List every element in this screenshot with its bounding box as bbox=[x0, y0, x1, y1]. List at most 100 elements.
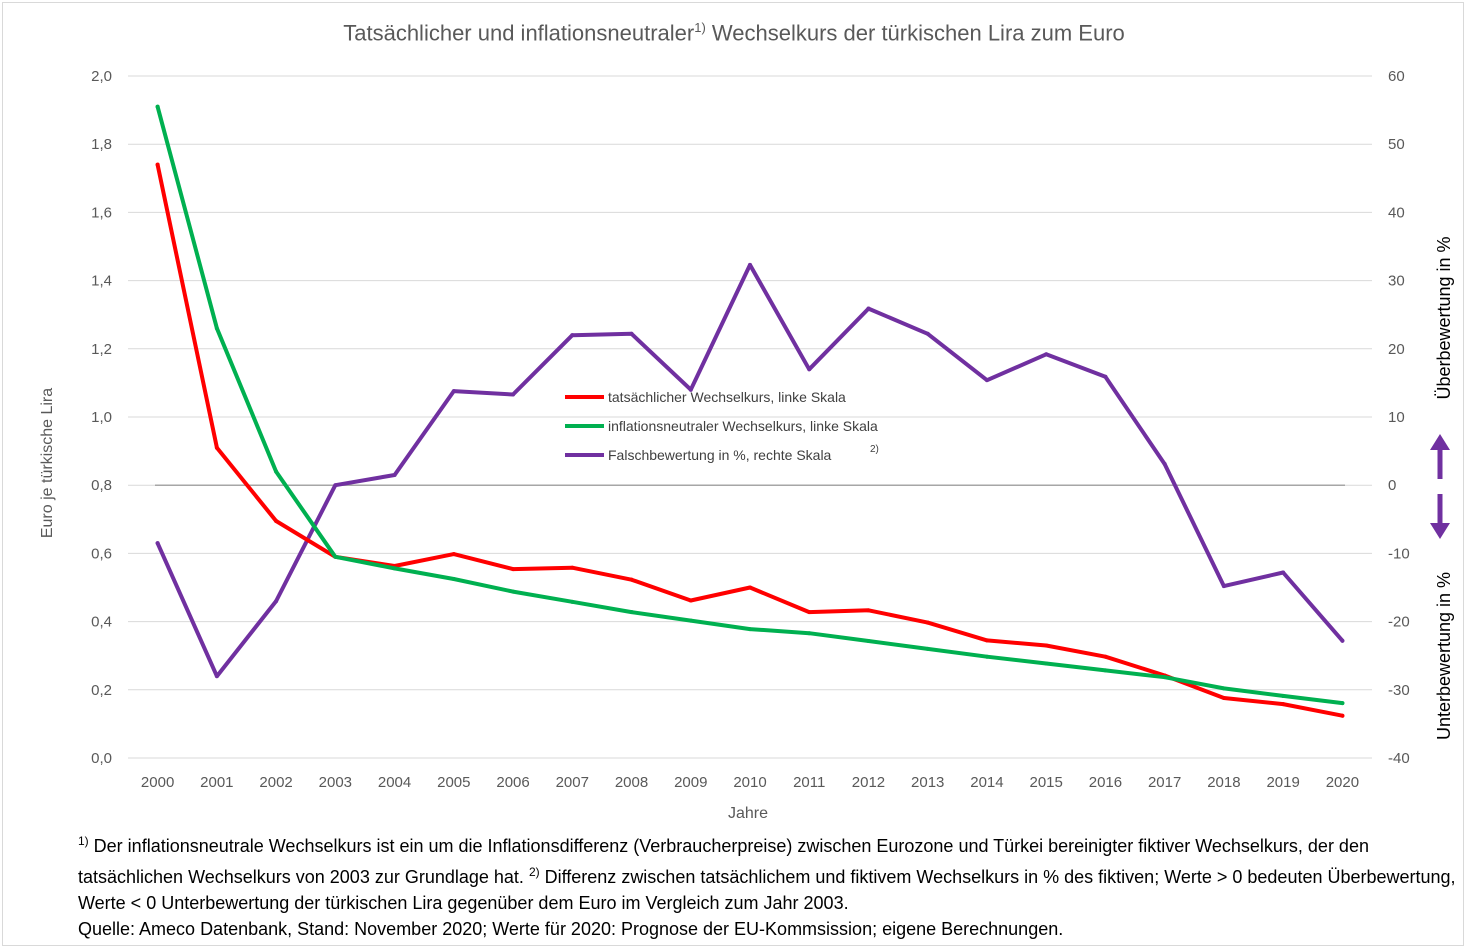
data-point bbox=[570, 565, 575, 570]
data-point bbox=[748, 627, 752, 632]
data-point bbox=[570, 333, 575, 338]
data-point bbox=[807, 610, 812, 615]
y-tick-label: 1,0 bbox=[91, 409, 112, 426]
legend-sup: 2) bbox=[870, 444, 879, 455]
x-tick-label: 2015 bbox=[1030, 774, 1063, 791]
data-point bbox=[984, 654, 989, 659]
legend-label: inflationsneutraler Wechselkurs, linke S… bbox=[608, 418, 878, 434]
y2-axis-title-top: Überbewertung in % bbox=[1434, 236, 1454, 399]
data-point bbox=[748, 262, 752, 267]
data-point bbox=[333, 483, 338, 488]
data-point bbox=[1340, 701, 1345, 706]
y2-tick-label: -30 bbox=[1388, 682, 1410, 699]
data-point bbox=[155, 541, 160, 546]
data-point bbox=[688, 598, 693, 603]
data-point bbox=[274, 599, 279, 604]
chart-title: Tatsächlicher und inflationsneutraler1) … bbox=[343, 20, 1125, 46]
data-point bbox=[1340, 638, 1345, 643]
x-tick-label: 2012 bbox=[852, 774, 885, 791]
data-point bbox=[1281, 570, 1286, 575]
series-line-actual bbox=[155, 162, 1345, 718]
data-point bbox=[1044, 352, 1049, 357]
x-tick-label: 2008 bbox=[615, 774, 648, 791]
data-point bbox=[866, 608, 871, 613]
y-tick-label: 0,2 bbox=[91, 682, 112, 699]
y2-tick-label: 0 bbox=[1388, 477, 1396, 494]
x-tick-label: 2000 bbox=[141, 774, 174, 791]
y2-axis-title-bottom: Unterbewertung in % bbox=[1434, 572, 1454, 740]
data-point bbox=[155, 162, 160, 167]
data-point bbox=[1281, 693, 1286, 698]
data-point bbox=[1281, 702, 1286, 707]
data-point bbox=[807, 367, 812, 372]
y-tick-label: 0,8 bbox=[91, 477, 112, 494]
y-tick-label: 1,6 bbox=[91, 204, 112, 221]
data-point bbox=[629, 610, 634, 615]
y2-tick-label: -40 bbox=[1388, 750, 1410, 767]
x-tick-label: 2003 bbox=[319, 774, 352, 791]
x-tick-label: 2005 bbox=[437, 774, 470, 791]
data-point bbox=[392, 472, 397, 477]
data-point bbox=[451, 389, 456, 394]
data-point bbox=[214, 674, 219, 679]
x-axis-title: Jahre bbox=[728, 805, 768, 822]
data-point bbox=[214, 445, 219, 450]
x-tick-label: 2004 bbox=[378, 774, 411, 791]
data-point bbox=[392, 566, 397, 571]
x-tick-label: 2019 bbox=[1266, 774, 1299, 791]
x-tick-label: 2010 bbox=[733, 774, 766, 791]
data-point bbox=[1162, 675, 1167, 680]
data-point bbox=[688, 618, 693, 623]
data-point bbox=[807, 631, 812, 636]
data-point bbox=[1221, 686, 1226, 691]
chart-footnote: 1) Der inflationsneutrale Wechselkurs is… bbox=[78, 834, 1456, 939]
x-tick-label: 2009 bbox=[674, 774, 707, 791]
y-tick-label: 0,4 bbox=[91, 614, 112, 631]
data-point bbox=[274, 519, 279, 524]
data-point bbox=[866, 306, 871, 311]
data-point bbox=[984, 378, 989, 383]
y2-tick-label: 40 bbox=[1388, 204, 1405, 221]
x-tick-label: 2017 bbox=[1148, 774, 1181, 791]
data-point bbox=[511, 589, 516, 594]
data-point bbox=[984, 638, 989, 643]
y-tick-label: 1,4 bbox=[91, 273, 112, 290]
data-point bbox=[570, 599, 575, 604]
data-point bbox=[925, 646, 930, 651]
arrow-up-icon bbox=[1430, 434, 1450, 450]
data-point bbox=[925, 620, 930, 625]
data-point bbox=[1103, 374, 1108, 379]
legend-label: Falschbewertung in %, rechte Skala bbox=[608, 447, 832, 463]
x-tick-label: 2016 bbox=[1089, 774, 1122, 791]
data-point bbox=[748, 585, 752, 590]
y-axis-title: Euro je türkische Lira bbox=[39, 388, 56, 538]
y2-tick-label: 60 bbox=[1388, 68, 1405, 85]
y-tick-label: 0,0 bbox=[91, 750, 112, 767]
x-tick-label: 2018 bbox=[1207, 774, 1240, 791]
data-point bbox=[925, 331, 930, 336]
data-point bbox=[688, 387, 693, 392]
data-point bbox=[451, 552, 456, 557]
data-point bbox=[451, 576, 456, 581]
y2-tick-label: 30 bbox=[1388, 273, 1405, 290]
data-point bbox=[1044, 661, 1049, 666]
arrow-down-icon bbox=[1430, 523, 1450, 539]
data-point bbox=[214, 326, 219, 331]
data-point bbox=[866, 639, 871, 644]
series-line-misvaluation bbox=[155, 262, 1345, 679]
y-tick-label: 1,2 bbox=[91, 341, 112, 358]
data-point bbox=[333, 554, 338, 559]
data-point bbox=[1340, 713, 1345, 718]
data-point bbox=[511, 392, 516, 397]
y2-tick-label: 10 bbox=[1388, 409, 1405, 426]
data-point bbox=[1162, 462, 1167, 467]
data-point bbox=[274, 469, 279, 474]
data-point bbox=[1221, 584, 1226, 589]
y2-tick-label: -10 bbox=[1388, 545, 1410, 562]
y-tick-label: 1,8 bbox=[91, 136, 112, 153]
data-point bbox=[1221, 695, 1226, 700]
y-tick-label: 0,6 bbox=[91, 545, 112, 562]
data-point bbox=[629, 577, 634, 582]
